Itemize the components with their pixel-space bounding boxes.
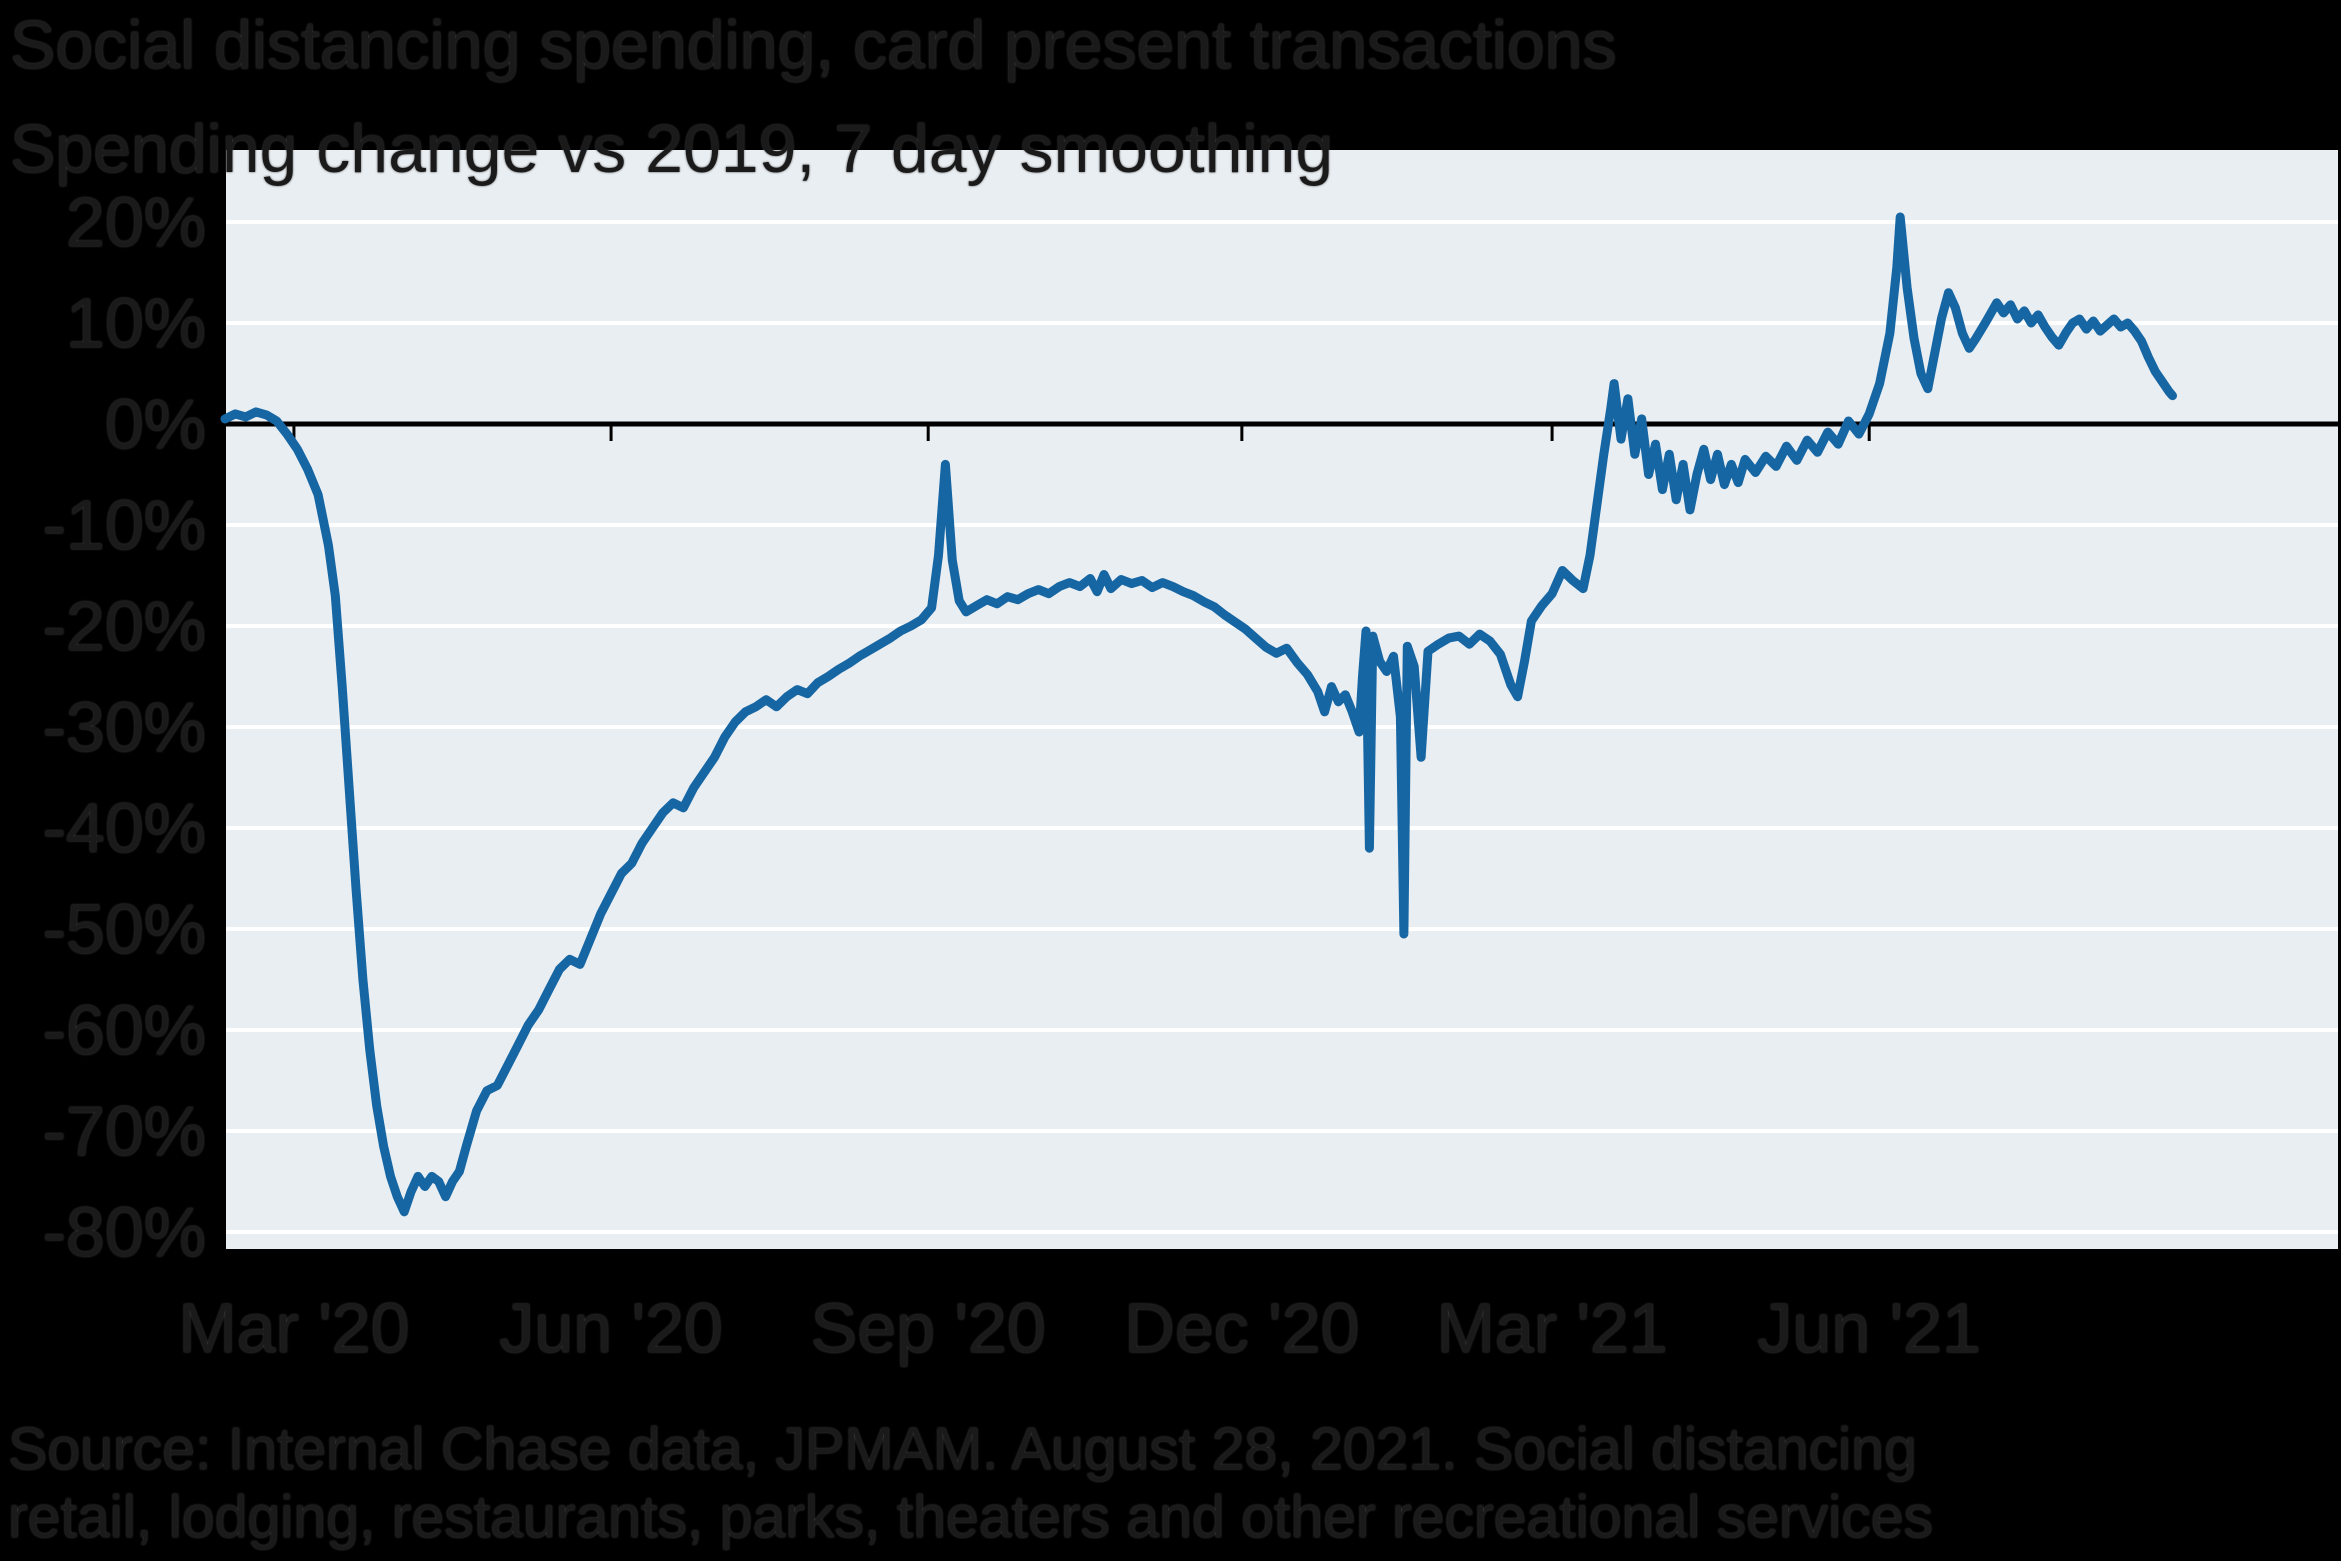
y-axis-label: -20% xyxy=(42,587,206,665)
spending-line xyxy=(220,212,2177,1217)
x-axis-label: Mar '21 xyxy=(1436,1289,1668,1367)
x-axis-label: Jun '20 xyxy=(499,1289,723,1367)
chart-title: Social distancing spending, card present… xyxy=(10,7,1617,83)
y-axis-label: 10% xyxy=(65,284,206,362)
y-axis-label: -70% xyxy=(42,1092,206,1170)
y-axis-label: -10% xyxy=(42,486,206,564)
y-axis-label: -80% xyxy=(42,1193,206,1271)
x-axis-label: Jun '21 xyxy=(1757,1289,1981,1367)
y-axis-label: 0% xyxy=(104,385,206,463)
y-axis-label: 20% xyxy=(65,183,206,261)
chart-subtitle: Spending change vs 2019, 7 day smoothing xyxy=(10,111,1334,187)
y-axis-label: -60% xyxy=(42,991,206,1069)
source-note-line2: retail, lodging, restaurants, parks, the… xyxy=(8,1484,1934,1550)
y-axis-label: -30% xyxy=(42,688,206,766)
source-note-line1: Source: Internal Chase data, JPMAM. Augu… xyxy=(8,1416,1917,1482)
x-axis-label: Sep '20 xyxy=(810,1289,1046,1367)
x-axis-label: Dec '20 xyxy=(1124,1289,1360,1367)
x-axis-label: Mar '20 xyxy=(178,1289,410,1367)
y-axis-label: -40% xyxy=(42,789,206,867)
plot-panel xyxy=(225,150,2338,1253)
y-axis-label: -50% xyxy=(42,890,206,968)
